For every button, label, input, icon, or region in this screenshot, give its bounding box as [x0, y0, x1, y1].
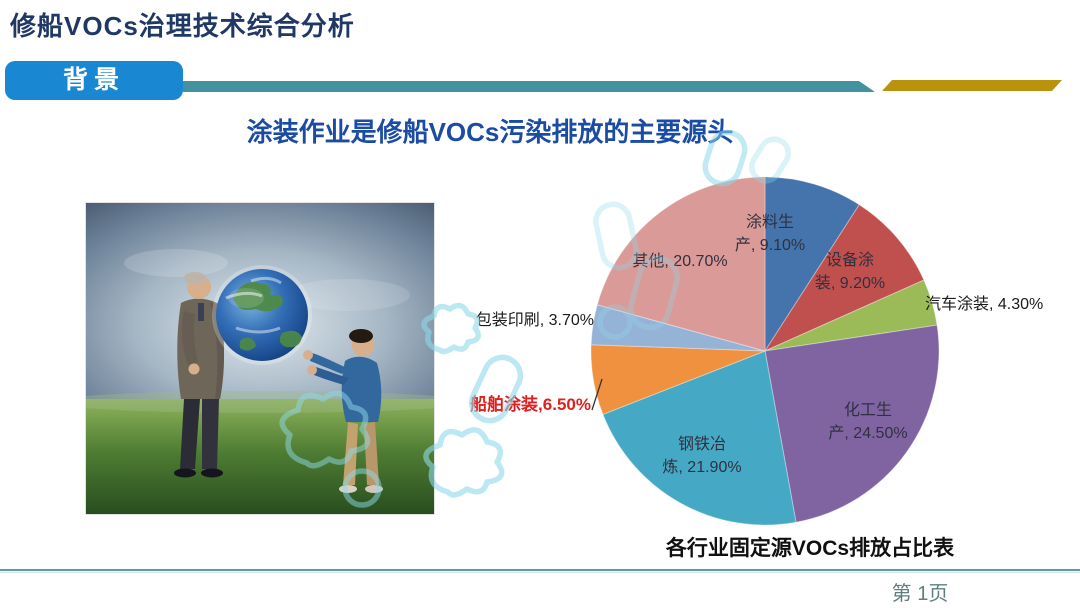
photo-illustration — [86, 203, 434, 514]
pie-slice-3 — [764, 324, 940, 523]
pie-label-1: 设备涂装, 9.20% — [815, 251, 885, 292]
pie-label-0: 涂料生产, 9.10% — [735, 213, 805, 254]
chart-caption: 各行业固定源VOCs排放占比表 — [665, 537, 955, 560]
pie-slice-4 — [602, 350, 797, 526]
section-badge: 背景 — [5, 61, 183, 100]
pie-label-2: 汽车涂装, 4.30% — [925, 295, 1043, 313]
pie-slice-0 — [764, 176, 860, 353]
page-number: 第 1页 — [891, 583, 949, 605]
footer-rule-top — [0, 569, 1080, 571]
pie-label-5: 船舶涂装,6.50% — [470, 394, 591, 414]
pie-chart: 涂料生产, 9.10% 设备涂装, 9.20% 汽车涂装, 4.30% 化工生产, 2… — [430, 152, 1080, 544]
old-man-figure — [174, 272, 265, 478]
pie-label-4: 钢铁冶炼, 21.90% — [662, 435, 741, 476]
pie-slice-2 — [764, 279, 938, 352]
pie-label-7: 其他, 20.70% — [632, 252, 727, 270]
pie-chart-svg: 涂料生产, 9.10%设备涂装, 9.20% 汽车涂装, 4.30% 化工生产, 2… — [470, 176, 1043, 526]
earth-globe — [212, 265, 312, 365]
pie-label-6: 包装印刷, 3.70% — [476, 311, 594, 329]
main-heading: 涂装作业是修船VOCs污染排放的主要源头 — [246, 117, 734, 147]
pie-label-3: 化工生产, 24.50% — [828, 401, 907, 442]
photo-elderly-child-earth — [85, 202, 435, 515]
pie-slice-6 — [590, 304, 766, 352]
gold-divider-bar — [882, 80, 1062, 91]
pie-slice-1 — [763, 204, 925, 353]
pie-leader-line — [591, 378, 603, 411]
grass — [86, 399, 434, 514]
teal-divider-bar — [183, 81, 875, 92]
pie-slice-5 — [590, 344, 766, 415]
slide-title: 修船VOCs治理技术综合分析 — [10, 11, 355, 41]
footer-rule-bottom — [0, 572, 1080, 573]
